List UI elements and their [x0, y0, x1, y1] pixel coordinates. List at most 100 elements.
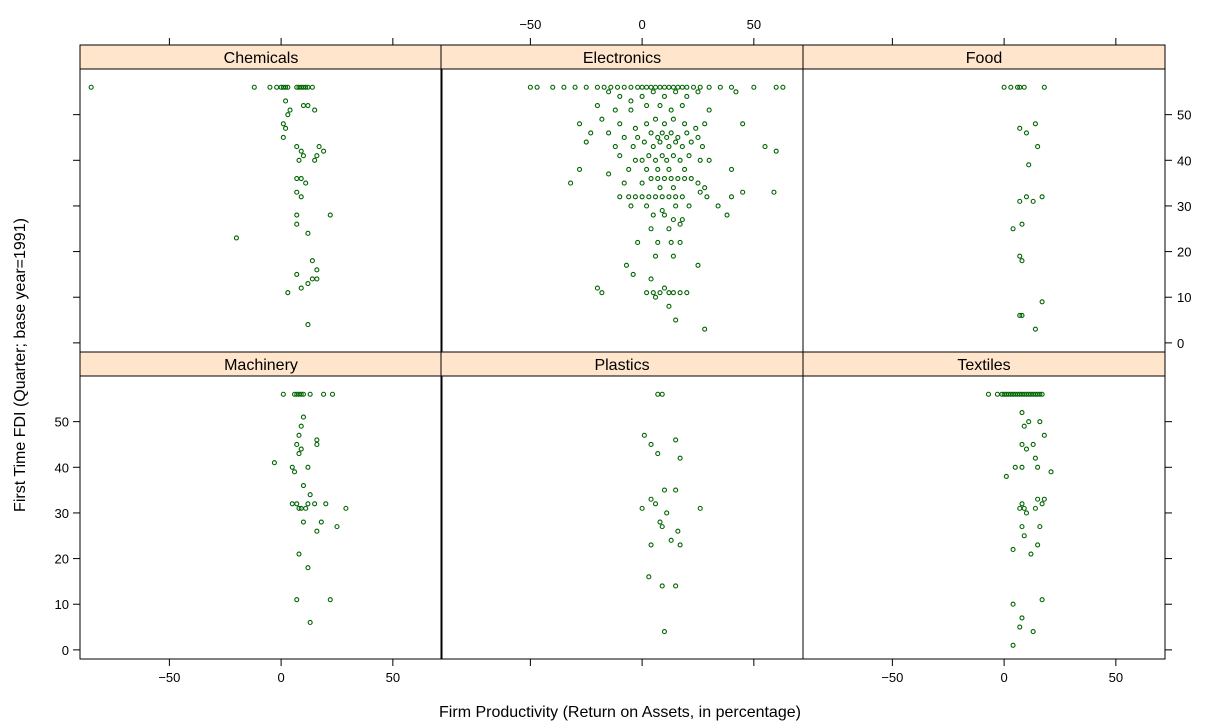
data-point — [294, 597, 300, 603]
data-point — [661, 285, 668, 291]
data-point — [312, 501, 318, 507]
y-tick-label: 30 — [55, 506, 69, 521]
data-point — [594, 102, 600, 109]
data-point — [664, 157, 670, 163]
data-point — [1041, 84, 1047, 90]
data-point — [1030, 441, 1036, 448]
data-point — [294, 189, 300, 195]
data-point — [704, 194, 710, 200]
data-point — [300, 102, 307, 109]
data-point — [657, 139, 663, 145]
data-point — [527, 84, 533, 90]
panel-strip-label: Plastics — [594, 357, 649, 374]
data-point — [321, 148, 327, 154]
data-point — [285, 290, 291, 296]
data-point — [733, 89, 739, 95]
data-point — [668, 107, 674, 113]
data-point — [670, 84, 676, 90]
data-point — [664, 134, 670, 141]
data-point — [294, 501, 300, 507]
data-point — [677, 455, 683, 461]
data-point — [666, 226, 672, 232]
data-point — [675, 84, 681, 90]
data-point — [1039, 299, 1045, 305]
data-point — [298, 391, 304, 397]
data-point — [644, 84, 650, 90]
data-point — [251, 84, 257, 90]
panel-frame — [79, 375, 443, 660]
data-point — [314, 528, 320, 534]
x-tick-label: −50 — [158, 670, 180, 685]
data-point — [321, 391, 327, 397]
data-point — [305, 464, 311, 470]
data-point — [677, 542, 683, 548]
data-point — [652, 116, 659, 122]
data-point — [583, 84, 589, 90]
data-point — [621, 84, 627, 90]
panel-strip — [79, 44, 443, 70]
data-point — [612, 144, 618, 150]
data-point — [606, 89, 612, 95]
data-point — [728, 194, 735, 200]
data-point — [639, 194, 645, 200]
data-point — [666, 303, 672, 309]
data-point — [686, 203, 692, 209]
data-point — [314, 441, 320, 448]
x-tick-label: 0 — [1000, 670, 1007, 685]
data-point — [294, 212, 300, 218]
data-point — [655, 391, 661, 397]
data-point — [1019, 441, 1025, 448]
panels-layer: Chemicals Electronics Food Machinery Plastic… — [79, 44, 1166, 660]
data-point — [695, 262, 701, 268]
data-point — [621, 134, 627, 141]
data-point — [298, 176, 304, 182]
data-point — [682, 166, 688, 172]
data-point — [599, 116, 605, 122]
data-point — [666, 144, 672, 150]
data-point — [635, 134, 641, 141]
data-point — [614, 84, 621, 90]
data-point — [296, 432, 302, 438]
x-tick-label: 50 — [386, 670, 400, 685]
panel-frame — [440, 68, 804, 353]
data-point — [644, 166, 650, 172]
data-point — [690, 84, 697, 90]
data-point — [1028, 551, 1034, 557]
data-point — [657, 185, 663, 191]
data-point — [673, 583, 679, 589]
data-point — [673, 89, 679, 95]
data-point — [641, 139, 647, 145]
data-point — [644, 102, 650, 109]
data-point — [307, 391, 313, 397]
data-point — [670, 217, 676, 223]
data-point — [693, 125, 699, 131]
data-point — [659, 130, 665, 136]
data-point — [628, 203, 634, 209]
y-tick-label: 0 — [1177, 336, 1184, 351]
data-point — [1035, 464, 1041, 470]
data-point — [673, 317, 679, 323]
data-point — [697, 84, 703, 90]
x-tick-label: −50 — [881, 670, 903, 685]
data-point — [657, 84, 663, 90]
data-point — [661, 629, 668, 635]
data-point — [652, 294, 659, 300]
x-tick-label: 0 — [277, 670, 284, 685]
data-point — [679, 217, 685, 223]
data-point — [639, 505, 645, 511]
data-point — [644, 290, 650, 296]
y-axis-title: First Time FDI (Quarter; base year=1991) — [12, 218, 29, 512]
data-point — [677, 290, 683, 296]
data-point — [715, 203, 721, 209]
data-point — [1021, 423, 1027, 429]
data-point — [1026, 162, 1032, 168]
y-tick-label: 10 — [1177, 290, 1191, 305]
data-point — [617, 153, 623, 159]
data-point — [659, 583, 665, 589]
data-point — [583, 139, 589, 145]
data-point — [572, 84, 578, 90]
data-point — [274, 84, 280, 90]
data-point — [773, 84, 779, 90]
data-point — [318, 519, 324, 525]
data-point — [307, 619, 313, 626]
